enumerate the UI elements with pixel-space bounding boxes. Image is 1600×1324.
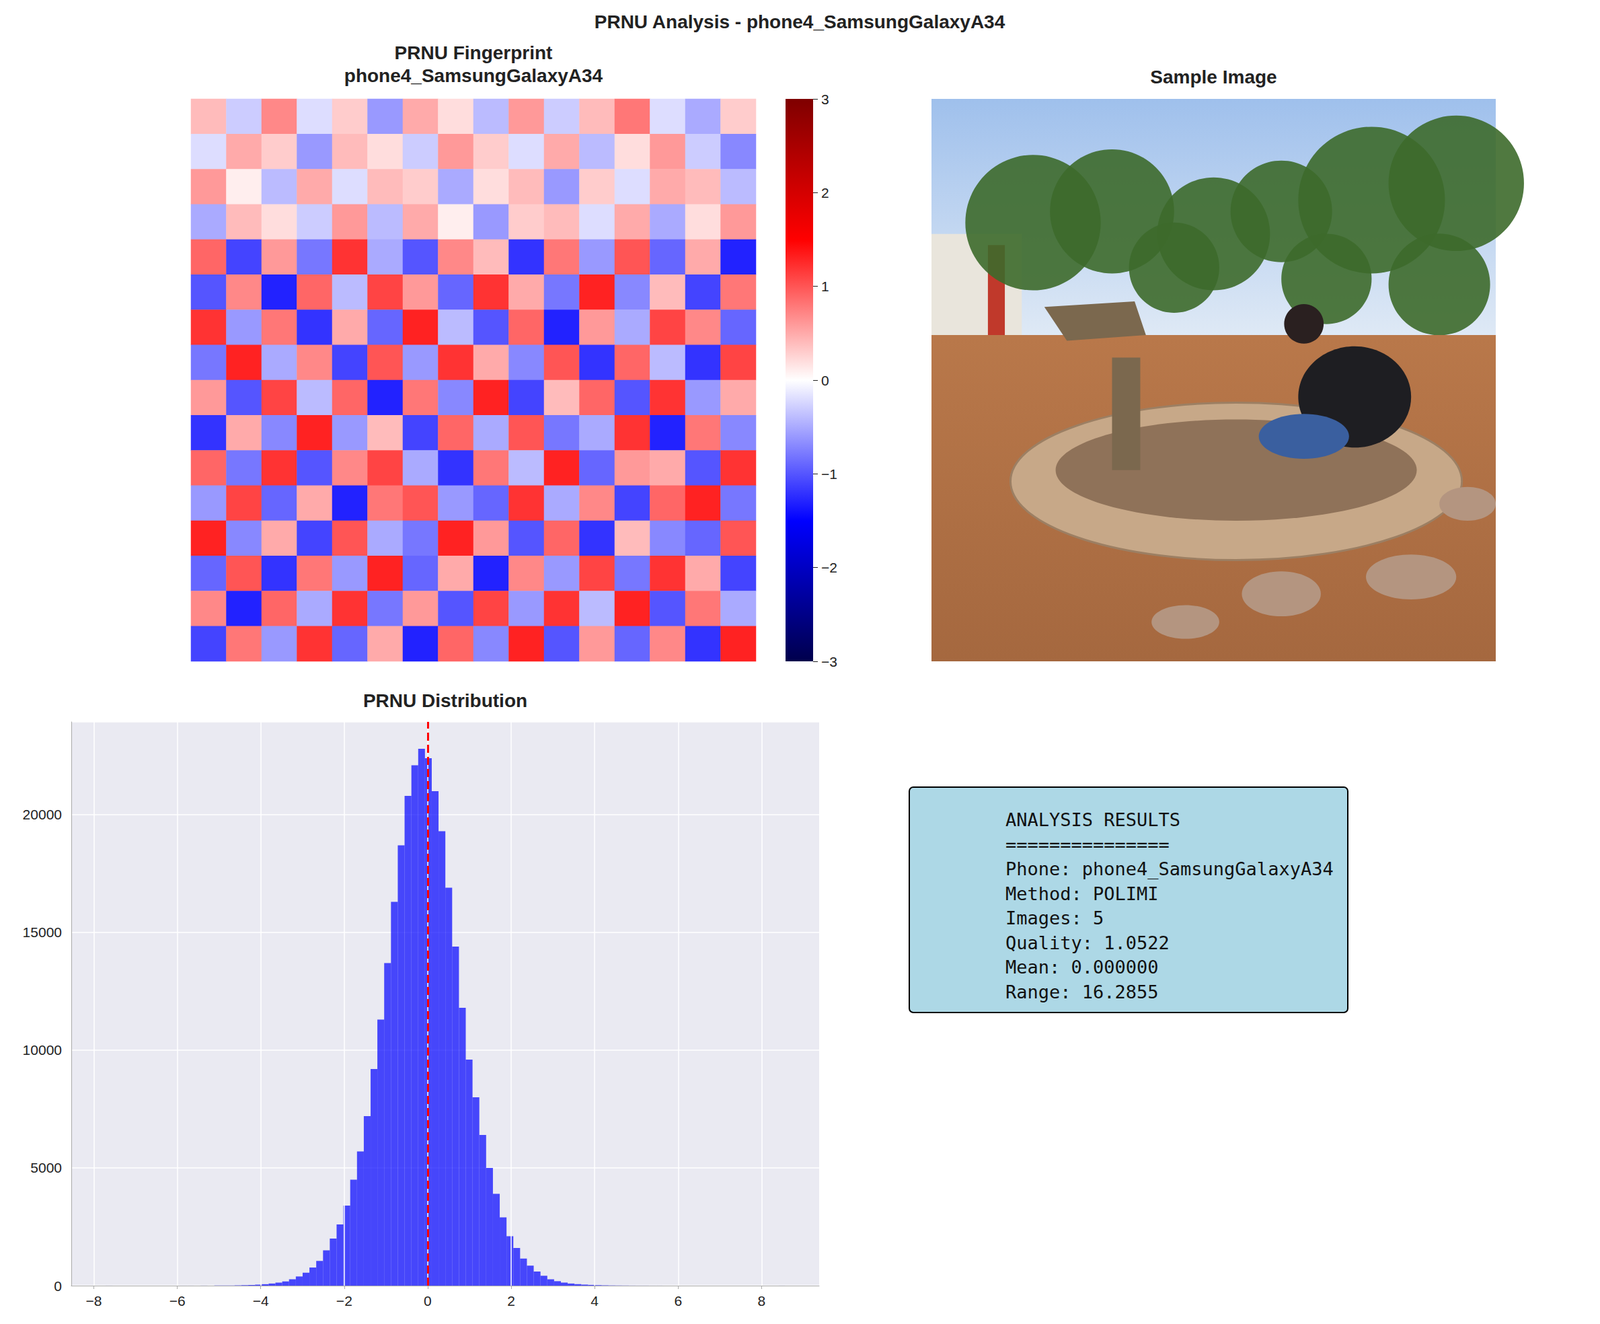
svg-text:−3: −3: [821, 653, 838, 670]
svg-text:4: 4: [590, 1292, 599, 1309]
svg-text:phone4_SamsungGalaxyA34: phone4_SamsungGalaxyA34: [344, 65, 604, 87]
svg-text:Mean: 0.000000: Mean: 0.000000: [1005, 956, 1159, 978]
svg-text:−2: −2: [336, 1292, 353, 1309]
svg-text:PRNU Distribution: PRNU Distribution: [363, 690, 528, 711]
svg-text:−1: −1: [821, 466, 838, 482]
svg-text:2: 2: [507, 1292, 516, 1309]
svg-text:Images: 5: Images: 5: [1005, 907, 1104, 929]
svg-text:Sample Image: Sample Image: [1150, 66, 1277, 88]
svg-text:−8: −8: [86, 1292, 103, 1309]
svg-text:10000: 10000: [22, 1041, 62, 1058]
svg-text:Method: POLIMI: Method: POLIMI: [1005, 883, 1159, 904]
svg-text:0: 0: [423, 1292, 432, 1309]
svg-text:PRNU Analysis - phone4_Samsung: PRNU Analysis - phone4_SamsungGalaxyA34: [594, 11, 1006, 33]
svg-text:Phone: phone4_SamsungGalaxyA34: Phone: phone4_SamsungGalaxyA34: [1005, 858, 1334, 880]
svg-text:ANALYSIS RESULTS: ANALYSIS RESULTS: [1005, 809, 1181, 830]
svg-text:15000: 15000: [22, 924, 62, 940]
svg-text:3: 3: [821, 91, 830, 107]
svg-text:6: 6: [673, 1292, 682, 1309]
svg-text:5000: 5000: [30, 1159, 62, 1175]
svg-text:8: 8: [757, 1292, 767, 1309]
svg-text:20000: 20000: [22, 806, 62, 822]
svg-text:−6: −6: [169, 1292, 186, 1309]
svg-text:−4: −4: [252, 1292, 270, 1309]
svg-text:2: 2: [821, 184, 830, 201]
svg-text:0: 0: [53, 1277, 62, 1294]
svg-text:Quality: 1.0522: Quality: 1.0522: [1005, 932, 1170, 954]
svg-text:0: 0: [821, 372, 830, 389]
svg-text:1: 1: [821, 278, 830, 294]
svg-text:PRNU Fingerprint: PRNU Fingerprint: [394, 42, 553, 64]
svg-text:Range: 16.2855: Range: 16.2855: [1005, 981, 1159, 1003]
svg-text:−2: −2: [821, 559, 838, 576]
svg-text:===============: ===============: [1005, 833, 1170, 855]
